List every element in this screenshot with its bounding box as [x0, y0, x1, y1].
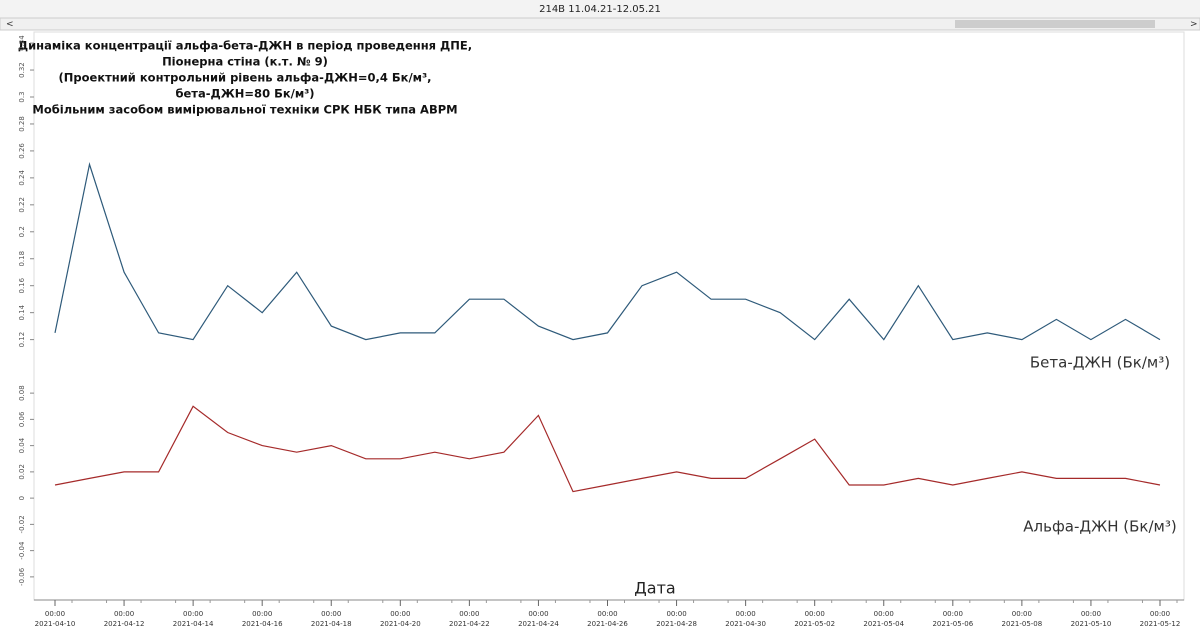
x-tick-label: 2021-04-26 [587, 620, 628, 628]
y-tick-label: 0.32 [18, 62, 26, 78]
x-axis-label: Дата [634, 579, 675, 598]
scrollbar[interactable] [0, 17, 1200, 31]
y-tick-label: -0.04 [18, 541, 26, 560]
chart-title-line: бета-ДЖН=80 Бк/м³) [175, 87, 314, 101]
y-tick-label: 0 [18, 496, 26, 500]
y-tick-label: 0.04 [18, 437, 26, 453]
plot-area [33, 31, 1185, 601]
y-tick-label: 0.28 [18, 116, 26, 132]
x-tick-label: 2021-04-16 [242, 620, 283, 628]
x-tick-time: 00:00 [45, 610, 65, 618]
x-tick-label: 2021-05-04 [863, 620, 904, 628]
y-tick-label: -0.06 [18, 567, 26, 586]
x-tick-label: 2021-05-06 [932, 620, 973, 628]
x-tick-label: 2021-04-28 [656, 620, 697, 628]
x-tick-time: 00:00 [321, 610, 341, 618]
x-tick-time: 00:00 [114, 610, 134, 618]
x-tick-label: 2021-04-10 [35, 620, 76, 628]
x-tick-label: 2021-05-08 [1002, 620, 1043, 628]
x-tick-time: 00:00 [666, 610, 686, 618]
x-tick-label: 2021-05-02 [794, 620, 835, 628]
y-tick-label: 0.2 [18, 226, 26, 237]
x-tick-time: 00:00 [1012, 610, 1032, 618]
chart-title: Динаміка концентрації альфа-бета-ДЖН в п… [18, 39, 472, 117]
x-tick-label: 2021-04-18 [311, 620, 352, 628]
chart-title-line: Піонерна стіна (к.т. № 9) [162, 55, 328, 69]
x-tick-time: 00:00 [736, 610, 756, 618]
y-tick-label: 0.06 [18, 411, 26, 427]
y-tick-label: 0.24 [18, 170, 26, 186]
x-tick-label: 2021-04-20 [380, 620, 421, 628]
x-tick-label: 2021-04-30 [725, 620, 766, 628]
y-tick-label: -0.02 [18, 515, 26, 533]
series-line [54, 162, 1161, 341]
y-tick-label: 0.12 [18, 332, 26, 348]
y-tick-label: 0.08 [18, 385, 26, 401]
scroll-thumb[interactable] [955, 20, 1155, 28]
x-tick-label: 2021-05-12 [1140, 620, 1181, 628]
x-tick-time: 00:00 [943, 610, 963, 618]
x-tick-label: 2021-05-10 [1071, 620, 1112, 628]
y-tick-label: 0.3 [18, 91, 26, 102]
y-tick-label: 0.18 [18, 251, 26, 267]
x-tick-time: 00:00 [183, 610, 203, 618]
window-title: 214В 11.04.21-12.05.21 [539, 4, 661, 15]
x-tick-label: 2021-04-24 [518, 620, 559, 628]
x-tick-time: 00:00 [528, 610, 548, 618]
chart-title-line: Динаміка концентрації альфа-бета-ДЖН в п… [18, 39, 472, 53]
x-tick-time: 00:00 [597, 610, 617, 618]
y-tick-label: 0.02 [18, 464, 26, 480]
x-tick-time: 00:00 [805, 610, 825, 618]
x-tick-time: 00:00 [459, 610, 479, 618]
y-tick-label: 0.22 [18, 197, 26, 213]
x-tick-time: 00:00 [252, 610, 272, 618]
series-label: Бета-ДЖН (Бк/м³) [1030, 354, 1170, 372]
y-tick-label: 0.16 [18, 277, 26, 293]
series-line [54, 405, 1161, 493]
y-tick-label: 0.14 [18, 304, 26, 320]
x-tick-label: 2021-04-12 [104, 620, 145, 628]
chart-title-line: Мобільним засобом вимірювальної техніки … [32, 103, 457, 117]
scroll-left[interactable]: < [6, 20, 14, 30]
x-tick-time: 00:00 [1150, 610, 1170, 618]
series-label: Альфа-ДЖН (Бк/м³) [1023, 518, 1176, 536]
x-tick-time: 00:00 [390, 610, 410, 618]
y-tick-label: 0.26 [18, 143, 26, 159]
scroll-right[interactable]: > [1190, 20, 1198, 30]
title-bar [0, 0, 1200, 18]
x-tick-time: 00:00 [1081, 610, 1101, 618]
chart-title-line: (Проектний контрольний рівень альфа-ДЖН=… [59, 71, 432, 85]
x-tick-label: 2021-04-14 [173, 620, 214, 628]
y-tick-label: 0.34 [18, 35, 26, 51]
x-tick-time: 00:00 [874, 610, 894, 618]
x-tick-label: 2021-04-22 [449, 620, 490, 628]
